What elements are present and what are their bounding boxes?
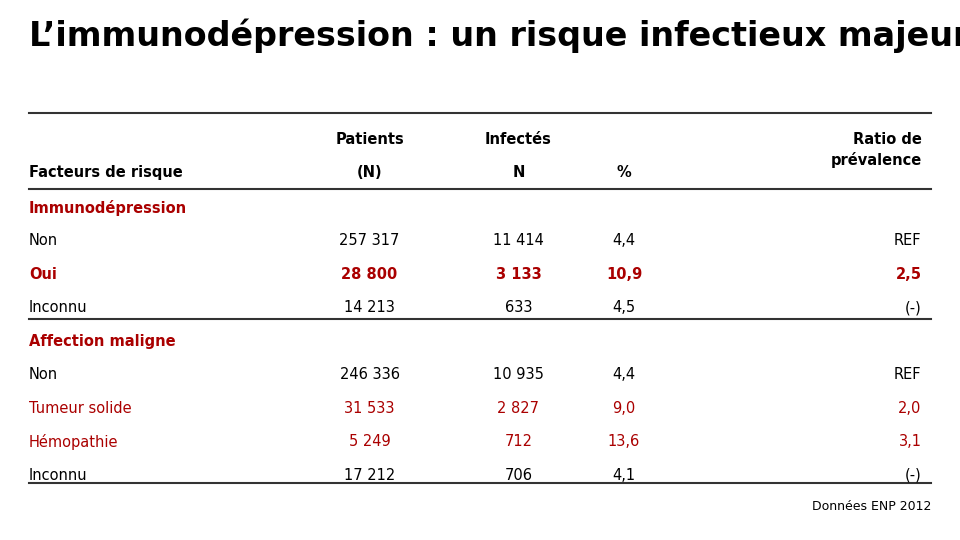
- Text: 4,4: 4,4: [612, 233, 636, 248]
- Text: 3,1: 3,1: [899, 434, 922, 449]
- Text: 2,5: 2,5: [896, 267, 922, 282]
- Text: 3 133: 3 133: [495, 267, 541, 282]
- Text: 11 414: 11 414: [493, 233, 543, 248]
- Text: 4,5: 4,5: [612, 300, 636, 315]
- Text: 2,0: 2,0: [899, 401, 922, 416]
- Text: Non: Non: [29, 233, 58, 248]
- Text: 4,4: 4,4: [612, 367, 636, 382]
- Text: (-): (-): [905, 300, 922, 315]
- Text: Hémopathie: Hémopathie: [29, 434, 118, 450]
- Text: Infectés: Infectés: [485, 132, 552, 147]
- Text: Facteurs de risque: Facteurs de risque: [29, 165, 182, 180]
- Text: L’immunodépression : un risque infectieux majeur: L’immunodépression : un risque infectieu…: [29, 19, 960, 53]
- Text: 31 533: 31 533: [345, 401, 395, 416]
- Text: 10 935: 10 935: [493, 367, 543, 382]
- Text: Patients: Patients: [335, 132, 404, 147]
- Text: %: %: [616, 165, 632, 180]
- Text: 2 827: 2 827: [497, 401, 540, 416]
- Text: 10,9: 10,9: [606, 267, 642, 282]
- Text: (N): (N): [357, 165, 382, 180]
- Text: 9,0: 9,0: [612, 401, 636, 416]
- Text: Oui: Oui: [29, 267, 57, 282]
- Text: Inconnu: Inconnu: [29, 468, 87, 483]
- Text: 4,1: 4,1: [612, 468, 636, 483]
- Text: REF: REF: [894, 367, 922, 382]
- Text: 5 249: 5 249: [348, 434, 391, 449]
- Text: Ratio de
prévalence: Ratio de prévalence: [830, 132, 922, 168]
- Text: Tumeur solide: Tumeur solide: [29, 401, 132, 416]
- Text: 706: 706: [504, 468, 533, 483]
- Text: Inconnu: Inconnu: [29, 300, 87, 315]
- Text: 257 317: 257 317: [340, 233, 399, 248]
- Text: N: N: [513, 165, 524, 180]
- Text: 14 213: 14 213: [345, 300, 395, 315]
- Text: (-): (-): [905, 468, 922, 483]
- Text: 246 336: 246 336: [340, 367, 399, 382]
- Text: Données ENP 2012: Données ENP 2012: [812, 500, 931, 513]
- Text: 17 212: 17 212: [344, 468, 396, 483]
- Text: 28 800: 28 800: [342, 267, 397, 282]
- Text: 633: 633: [505, 300, 532, 315]
- Text: Non: Non: [29, 367, 58, 382]
- Text: REF: REF: [894, 233, 922, 248]
- Text: 13,6: 13,6: [608, 434, 640, 449]
- Text: 712: 712: [504, 434, 533, 449]
- Text: Affection maligne: Affection maligne: [29, 334, 176, 349]
- Text: Immunodépression: Immunodépression: [29, 200, 187, 216]
